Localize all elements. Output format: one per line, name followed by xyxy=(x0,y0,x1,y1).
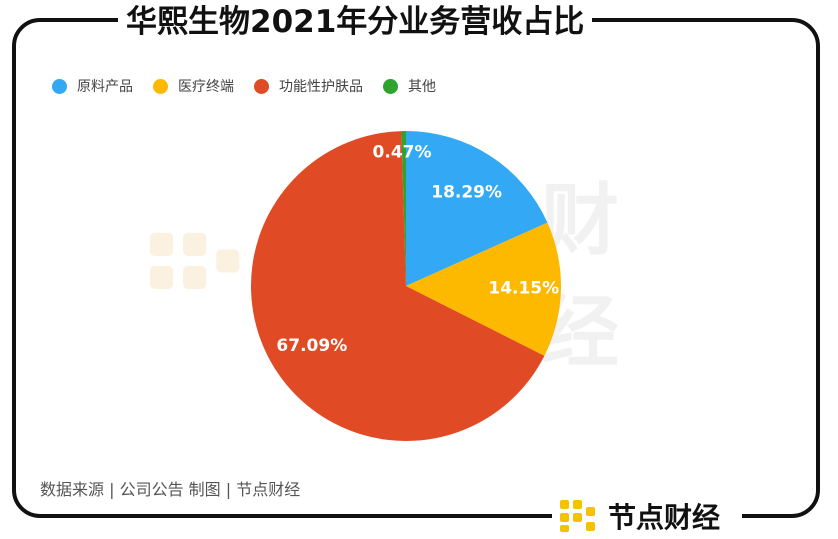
data-label-raw-materials: 18.29% xyxy=(431,182,502,202)
brand-name: 节点财经 xyxy=(608,501,721,534)
legend-item-raw-materials: 原料产品 xyxy=(52,76,133,96)
pie-slice-other xyxy=(401,131,406,286)
legend-swatch xyxy=(383,78,398,94)
legend-swatch xyxy=(254,78,269,94)
data-label-other: 0.47% xyxy=(373,143,432,163)
data-label-medical-terminal: 14.15% xyxy=(488,279,559,299)
pie-slice-skincare xyxy=(250,131,545,442)
legend-label: 功能性护肤品 xyxy=(279,79,363,95)
legend-item-other: 其他 xyxy=(383,76,436,96)
source-note: 数据来源 | 公司公告 制图 | 节点财经 xyxy=(40,480,301,499)
pie-slice-medical-terminal xyxy=(406,222,561,356)
legend-item-skincare: 功能性护肤品 xyxy=(254,76,363,96)
legend-label: 医疗终端 xyxy=(178,79,234,95)
legend-label: 其他 xyxy=(408,79,436,95)
watermark-logo-icon xyxy=(150,232,240,290)
brand-badge: 节点财经 xyxy=(552,494,742,538)
legend-swatch xyxy=(52,78,67,94)
data-label-skincare: 67.09% xyxy=(276,336,347,356)
legend-item-medical-terminal: 医疗终端 xyxy=(153,76,234,96)
legend-swatch xyxy=(153,78,168,94)
chart-title: 华熙生物2021年分业务营收占比 xyxy=(118,2,593,42)
pie-slice-raw-materials xyxy=(406,131,548,286)
brand-logo-icon xyxy=(560,500,595,532)
legend-label: 原料产品 xyxy=(77,79,133,95)
chart-legend: 原料产品 医疗终端 功能性护肤品 其他 xyxy=(52,76,436,96)
